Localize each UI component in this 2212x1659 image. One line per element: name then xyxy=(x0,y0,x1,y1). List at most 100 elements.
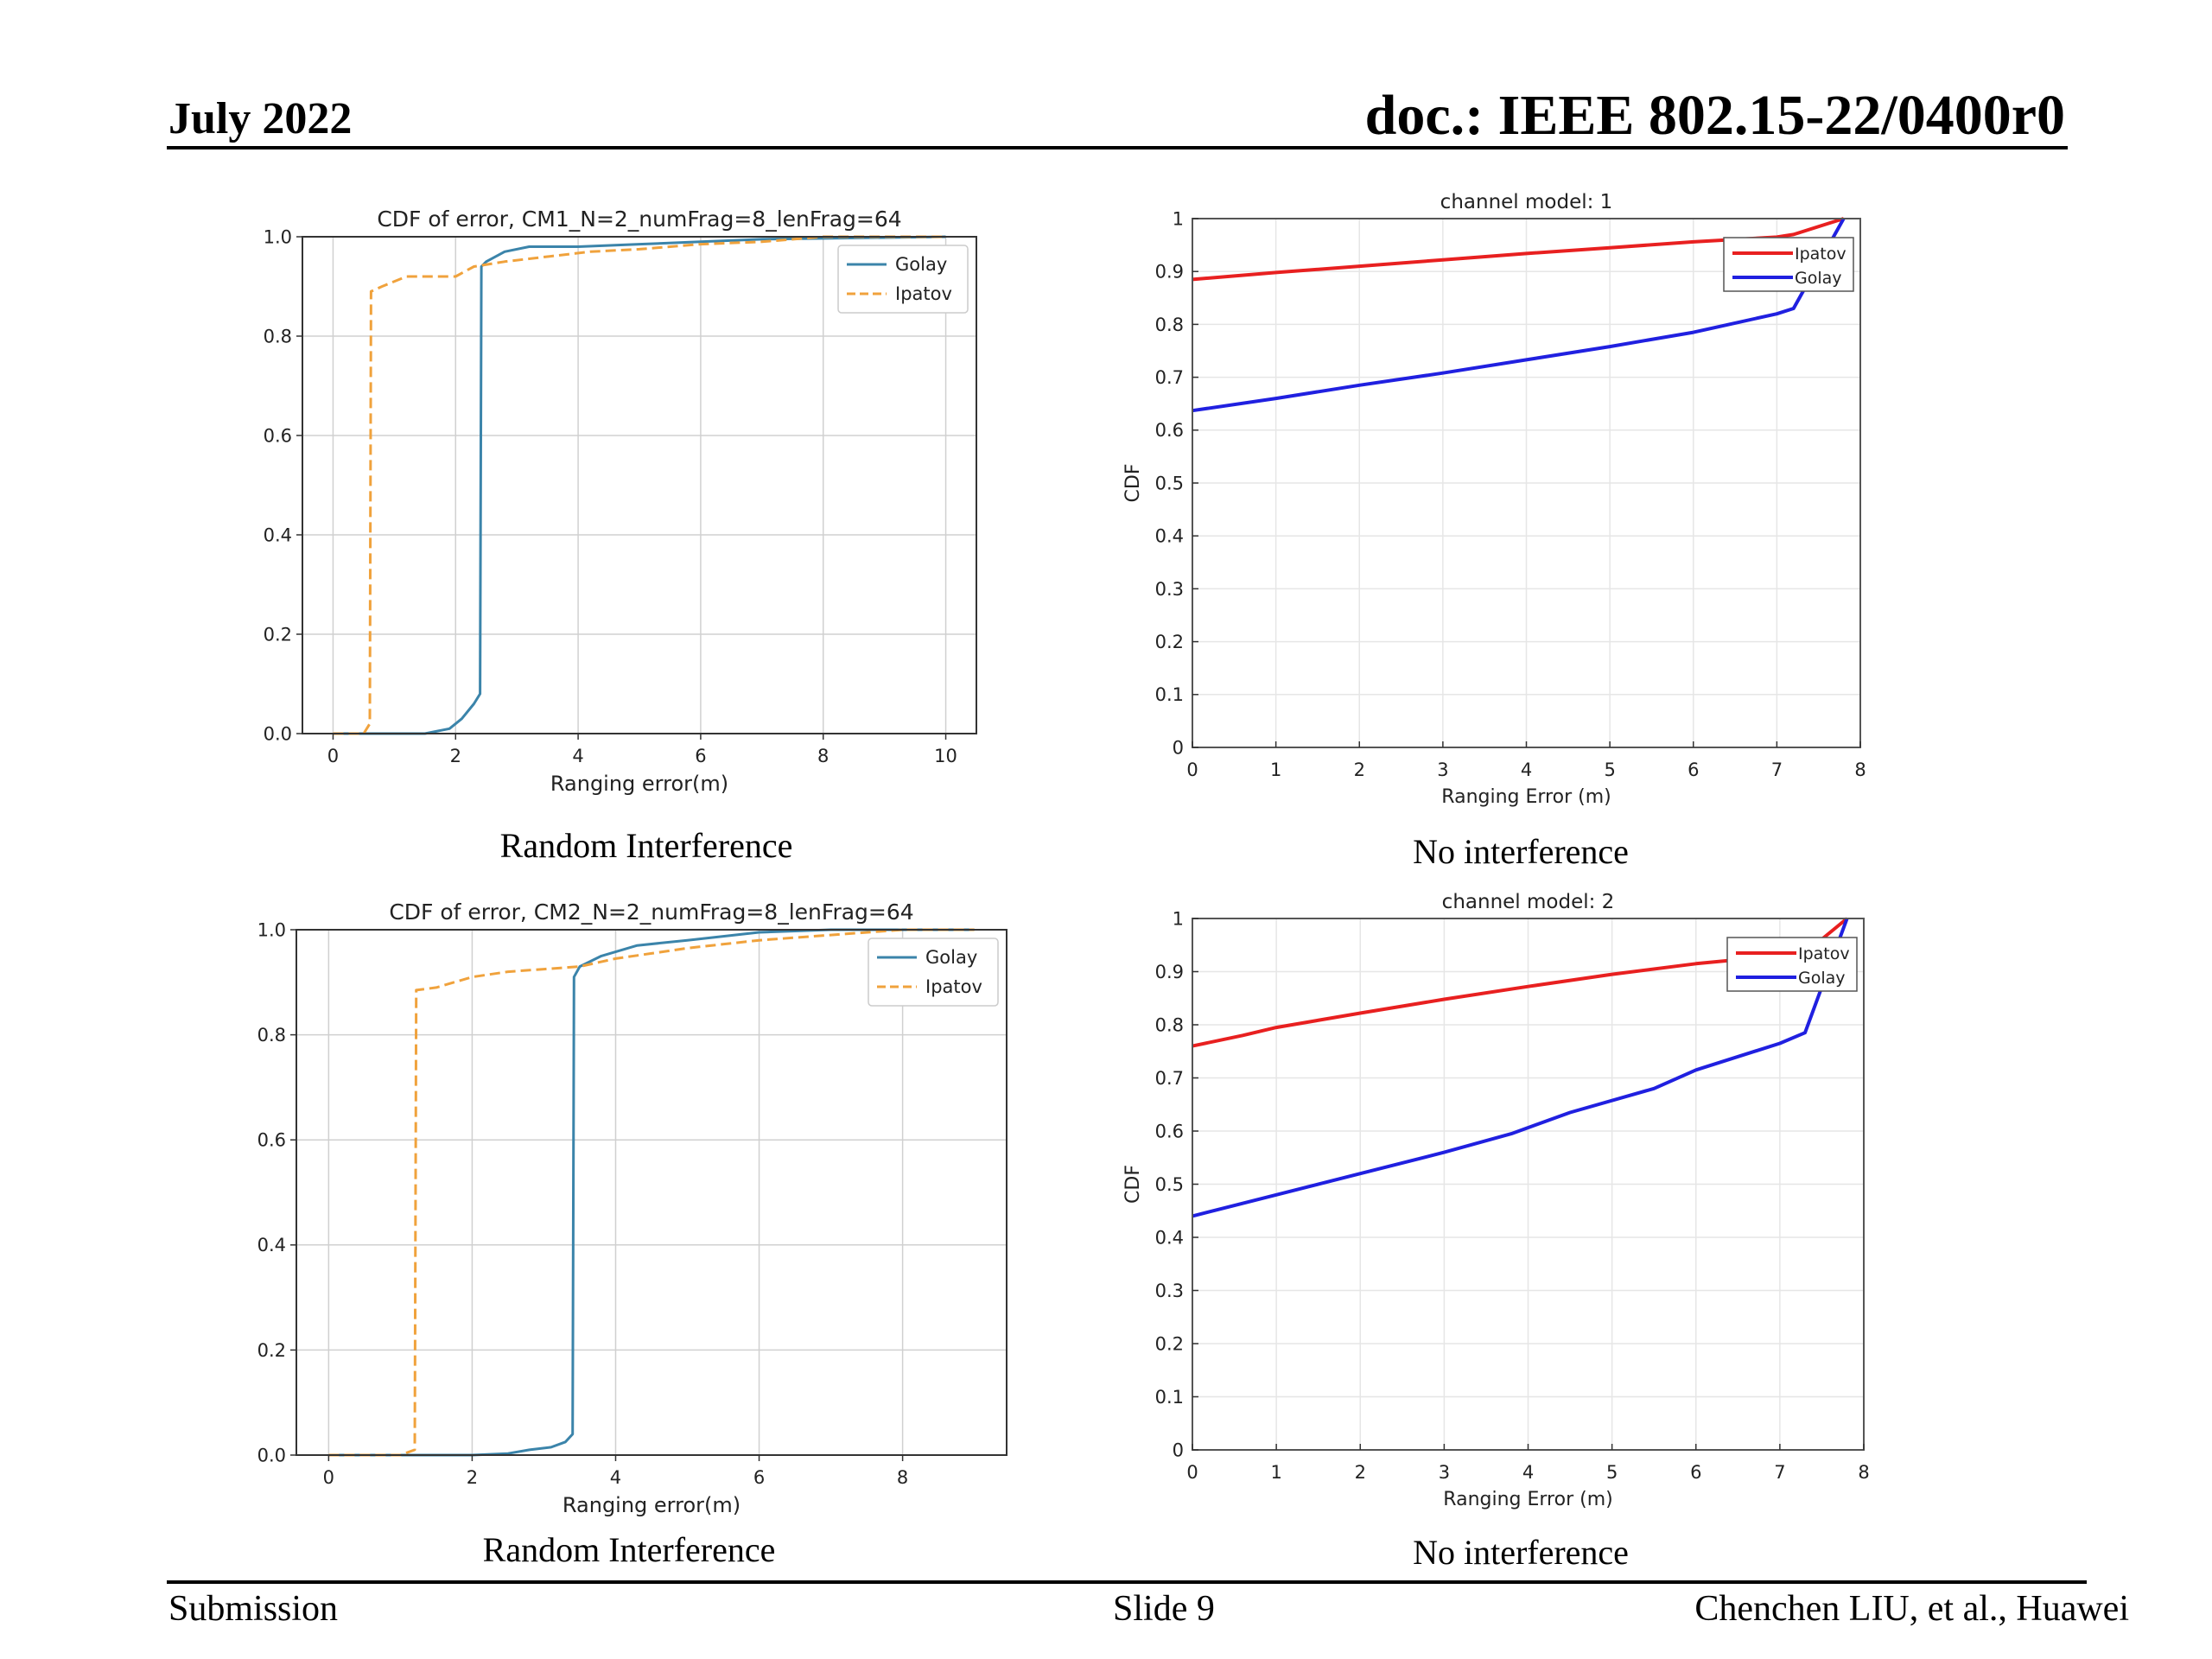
caption-bottom-left: Random Interference xyxy=(482,1530,776,1569)
y-axis-label: CDF xyxy=(1122,1165,1144,1204)
header-rule xyxy=(167,146,2068,149)
series-line-ipatov xyxy=(1192,217,1845,282)
x-tick-label: 0 xyxy=(327,746,339,766)
y-tick-label: 0.2 xyxy=(264,624,292,645)
footer-author: Chenchen LIU, et al., Huawei xyxy=(1694,1589,2129,1629)
caption-top-left: Random Interference xyxy=(499,826,793,865)
x-tick-label: 6 xyxy=(1690,1462,1701,1483)
x-tick-label: 4 xyxy=(1521,760,1532,780)
chart-title: CDF of error, CM1_N=2_numFrag=8_lenFrag=… xyxy=(377,207,901,232)
y-tick-label: 0.7 xyxy=(1155,367,1184,388)
legend: Golay Ipatov xyxy=(868,938,999,1007)
y-tick-label: 0.9 xyxy=(1155,962,1184,982)
y-tick-label: 0.6 xyxy=(1155,1121,1184,1141)
y-tick-label: 0.8 xyxy=(257,1025,286,1046)
x-tick-label: 4 xyxy=(610,1467,621,1488)
y-tick-label: 0 xyxy=(1173,1440,1184,1460)
x-tick-label: 6 xyxy=(753,1467,765,1488)
x-tick-label: 2 xyxy=(467,1467,478,1488)
x-tick-label: 8 xyxy=(1858,1462,1869,1483)
legend-label-golay: Golay xyxy=(895,254,947,275)
legend-label-ipatov: Ipatov xyxy=(895,283,952,304)
x-tick-label: 8 xyxy=(1854,760,1866,780)
legend-box xyxy=(868,938,999,1007)
x-tick-label: 2 xyxy=(450,746,461,766)
y-tick-label: 0.6 xyxy=(1155,420,1184,441)
footer-submission: Submission xyxy=(168,1589,339,1629)
y-tick-label: 0.8 xyxy=(1155,315,1184,335)
legend-box xyxy=(1726,937,1858,992)
x-tick-label: 3 xyxy=(1437,760,1448,780)
x-tick-label: 0 xyxy=(323,1467,334,1488)
chart-title: CDF of error, CM2_N=2_numFrag=8_lenFrag=… xyxy=(389,899,913,925)
x-tick-label: 0 xyxy=(1186,1462,1198,1483)
legend-label-golay: Golay xyxy=(1798,969,1846,988)
y-tick-label: 0.1 xyxy=(1155,684,1184,705)
legend-label-golay: Golay xyxy=(1795,269,1842,288)
y-tick-label: 1 xyxy=(1173,908,1184,929)
y-tick-label: 0.3 xyxy=(1155,1281,1184,1301)
footer-rule xyxy=(167,1580,2087,1584)
y-tick-label: 0.8 xyxy=(264,326,292,346)
y-tick-label: 0 xyxy=(1173,737,1184,758)
series-line-ipatov xyxy=(333,235,946,735)
x-tick-label: 5 xyxy=(1604,760,1615,780)
series-line-golay xyxy=(1192,918,1849,1218)
chart-cm2-random: 0 2 4 6 8 0.0 0.2 0.4 0.6 0.8 1.0 CDF of error, CM2… xyxy=(225,890,1020,1521)
x-tick-label: 4 xyxy=(1522,1462,1534,1483)
chart-cm2-none-svg: 0 1 2 3 4 5 6 7 8 0 0.1 0.2 0.3 0.4 0.5 0.6 0.7 0.8 0.9 1 ch… xyxy=(1122,891,1870,1510)
x-tick-label: 7 xyxy=(1774,1462,1785,1483)
chart-cm2-none: 0 1 2 3 4 5 6 7 8 0 0.1 0.2 0.3 0.4 0.5 0.6 0.7 0.8 0.9 1 ch… xyxy=(1115,884,1875,1523)
y-tick-label: 0.4 xyxy=(1155,1227,1184,1248)
legend-label-ipatov: Ipatov xyxy=(925,976,982,997)
x-tick-label: 4 xyxy=(572,746,583,766)
legend-box xyxy=(1723,237,1854,292)
y-tick-label: 0.3 xyxy=(1155,579,1184,600)
x-tick-label: 3 xyxy=(1439,1462,1450,1483)
y-tick-label: 1.0 xyxy=(257,919,286,940)
y-tick-label: 0.5 xyxy=(1155,1174,1184,1195)
x-tick-label: 7 xyxy=(1771,760,1783,780)
x-tick-label: 2 xyxy=(1355,1462,1366,1483)
x-tick-label: 6 xyxy=(1688,760,1699,780)
x-axis-label: Ranging error(m) xyxy=(563,1493,741,1517)
axes-frame xyxy=(296,929,1007,1456)
x-tick-label: 8 xyxy=(817,746,829,766)
caption-bottom-right: No interference xyxy=(1413,1533,1629,1572)
series-line-ipatov xyxy=(328,928,975,1457)
x-tick-label: 2 xyxy=(1354,760,1365,780)
x-tick-label: 0 xyxy=(1186,760,1198,780)
legend: Ipatov Golay xyxy=(1723,237,1854,292)
x-tick-label: 1 xyxy=(1270,1462,1281,1483)
y-tick-label: 0.8 xyxy=(1155,1014,1184,1035)
y-tick-label: 0.5 xyxy=(1155,473,1184,493)
legend-label-ipatov: Ipatov xyxy=(1795,245,1847,264)
y-tick-label: 0.7 xyxy=(1155,1068,1184,1089)
y-tick-label: 0.9 xyxy=(1155,262,1184,283)
y-tick-label: 0.6 xyxy=(257,1130,286,1151)
legend-box xyxy=(837,245,969,314)
x-axis-label: Ranging Error (m) xyxy=(1441,786,1611,808)
plot-area xyxy=(302,237,976,734)
x-tick-label: 6 xyxy=(695,746,706,766)
series-line-golay xyxy=(328,928,975,1457)
chart-title: channel model: 1 xyxy=(1440,191,1613,213)
chart-cm1-none: 0 1 2 3 4 5 6 7 8 0 0.1 0.2 0.3 0.4 0.5 0.6 0.7 0.8 0.9 1 ch… xyxy=(1115,184,1875,819)
y-tick-label: 0.2 xyxy=(257,1340,286,1361)
chart-cm1-none-svg: 0 1 2 3 4 5 6 7 8 0 0.1 0.2 0.3 0.4 0.5 0.6 0.7 0.8 0.9 1 ch… xyxy=(1122,191,1866,808)
y-tick-label: 1 xyxy=(1173,208,1184,229)
y-tick-label: 0.2 xyxy=(1155,1333,1184,1354)
x-axis-label: Ranging error(m) xyxy=(550,772,728,796)
y-tick-label: 0.4 xyxy=(257,1235,286,1255)
legend-label-golay: Golay xyxy=(925,947,977,968)
x-axis-label: Ranging Error (m) xyxy=(1443,1489,1612,1510)
chart-cm2-random-svg: 0 2 4 6 8 0.0 0.2 0.4 0.6 0.8 1.0 CDF of error, CM2… xyxy=(257,899,1007,1517)
x-tick-label: 5 xyxy=(1606,1462,1618,1483)
caption-top-right: No interference xyxy=(1413,832,1629,871)
x-tick-label: 10 xyxy=(934,746,957,766)
x-tick-label: 8 xyxy=(897,1467,908,1488)
y-tick-label: 0.0 xyxy=(257,1445,286,1465)
chart-cm1-random: 0 2 4 6 8 10 0.0 0.2 0.4 0.6 0.8 1.0 CDF of error, C… xyxy=(225,197,1002,810)
legend-label-ipatov: Ipatov xyxy=(1798,944,1850,963)
header-date: July 2022 xyxy=(168,94,353,143)
